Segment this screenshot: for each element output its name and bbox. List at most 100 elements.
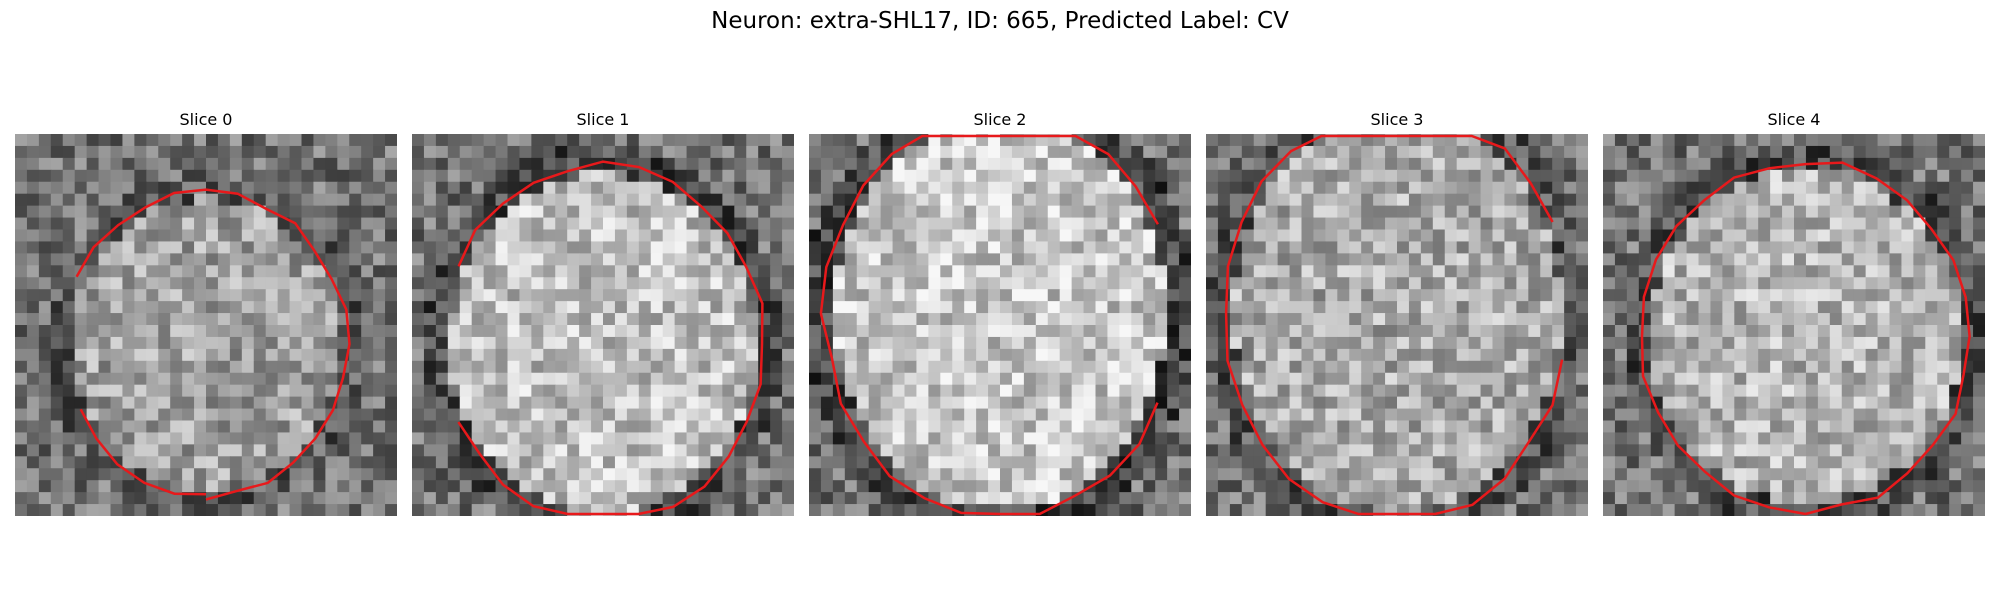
pixel-cell xyxy=(26,325,40,338)
pixel-cell xyxy=(1095,301,1109,314)
pixel-cell xyxy=(1217,325,1231,338)
pixel-cell xyxy=(1035,384,1049,398)
pixel-cell xyxy=(976,468,989,481)
pixel-cell xyxy=(194,193,207,207)
pixel-cell xyxy=(579,145,592,159)
pixel-cell xyxy=(928,468,941,481)
pixel-cell xyxy=(1576,420,1588,434)
pixel-cell xyxy=(1552,229,1565,243)
pixel-cell xyxy=(412,301,425,314)
pixel-cell xyxy=(1179,360,1191,374)
pixel-cell xyxy=(555,348,568,362)
pixel-cell xyxy=(1385,217,1398,231)
pixel-cell xyxy=(1313,277,1326,290)
pixel-cell xyxy=(1698,444,1712,457)
pixel-cell xyxy=(1289,480,1303,493)
pixel-cell xyxy=(1528,157,1541,171)
pixel-cell xyxy=(1397,336,1410,350)
pixel-cell xyxy=(1937,348,1950,362)
pixel-cell xyxy=(892,360,906,374)
pixel-cell xyxy=(1913,301,1926,314)
pixel-cell xyxy=(1662,348,1676,362)
pixel-cell xyxy=(1265,384,1279,398)
pixel-cell xyxy=(337,432,350,445)
pixel-cell xyxy=(1420,396,1434,410)
pixel-cell xyxy=(1095,313,1109,326)
pixel-cell xyxy=(289,348,303,362)
pixel-cell xyxy=(976,408,989,422)
pixel-cell xyxy=(1420,444,1434,457)
pixel-cell xyxy=(1770,193,1783,207)
pixel-cell xyxy=(1456,468,1470,481)
pixel-cell xyxy=(710,384,723,398)
pixel-cell xyxy=(603,217,616,231)
pixel-cell xyxy=(373,456,386,469)
pixel-cell xyxy=(1444,432,1458,445)
pixel-cell xyxy=(1420,217,1434,231)
pixel-cell xyxy=(1119,360,1132,374)
pixel-cell xyxy=(1782,253,1795,266)
pixel-cell xyxy=(1349,205,1362,219)
pixel-cell xyxy=(1805,384,1819,398)
pixel-cell xyxy=(1504,396,1517,410)
pixel-cell xyxy=(567,205,580,219)
pixel-cell xyxy=(1853,193,1867,207)
pixel-cell xyxy=(1229,480,1243,493)
pixel-cell xyxy=(734,456,747,469)
pixel-cell xyxy=(1540,145,1553,159)
pixel-cell xyxy=(952,492,965,505)
pixel-cell xyxy=(459,504,473,516)
pixel-cell xyxy=(15,360,28,374)
pixel-cell xyxy=(844,169,858,183)
pixel-cell xyxy=(459,145,473,159)
pixel-cell xyxy=(1325,313,1338,326)
pixel-cell xyxy=(809,145,822,159)
pixel-cell xyxy=(1179,145,1191,159)
pixel-cell xyxy=(1540,229,1553,243)
pixel-cell xyxy=(1420,253,1434,266)
pixel-cell xyxy=(349,205,362,219)
pixel-cell xyxy=(1746,157,1759,171)
pixel-cell xyxy=(579,444,592,457)
pixel-cell xyxy=(1770,169,1783,183)
pixel-cell xyxy=(1397,444,1410,457)
pixel-cell xyxy=(98,456,112,469)
pixel-cell xyxy=(1794,372,1807,386)
pixel-cell xyxy=(265,444,279,457)
pixel-cell xyxy=(952,217,965,231)
pixel-cell xyxy=(1576,432,1588,445)
pixel-cell xyxy=(158,432,171,445)
pixel-cell xyxy=(1131,325,1144,338)
pixel-cell xyxy=(1516,169,1529,183)
pixel-cell xyxy=(1925,193,1938,207)
pixel-cell xyxy=(940,480,953,493)
pixel-cell xyxy=(1901,241,1914,254)
pixel-cell xyxy=(1143,134,1156,147)
pixel-cell xyxy=(385,360,397,374)
pixel-cell xyxy=(1925,372,1938,386)
pixel-cell xyxy=(229,217,243,231)
pixel-cell xyxy=(1877,205,1891,219)
pixel-cell xyxy=(1734,456,1747,469)
pixel-cell xyxy=(916,384,929,398)
pixel-cell xyxy=(110,145,124,159)
pixel-cell xyxy=(337,492,350,505)
pixel-cell xyxy=(638,408,652,422)
pixel-cell xyxy=(770,193,783,207)
pixel-cell xyxy=(1516,396,1529,410)
pixel-cell xyxy=(746,145,759,159)
pixel-cell xyxy=(1265,277,1279,290)
pixel-cell xyxy=(519,253,532,266)
pixel-cell xyxy=(1817,205,1831,219)
pixel-cell xyxy=(650,193,664,207)
pixel-cell xyxy=(229,253,243,266)
pixel-cell xyxy=(1337,169,1350,183)
pixel-cell xyxy=(385,348,397,362)
pixel-cell xyxy=(1662,313,1676,326)
pixel-cell xyxy=(289,384,303,398)
pixel-cell xyxy=(277,289,291,302)
pixel-cell xyxy=(820,480,834,493)
pixel-cell xyxy=(1155,229,1168,243)
pixel-cell xyxy=(758,205,771,219)
pixel-cell xyxy=(1710,229,1723,243)
